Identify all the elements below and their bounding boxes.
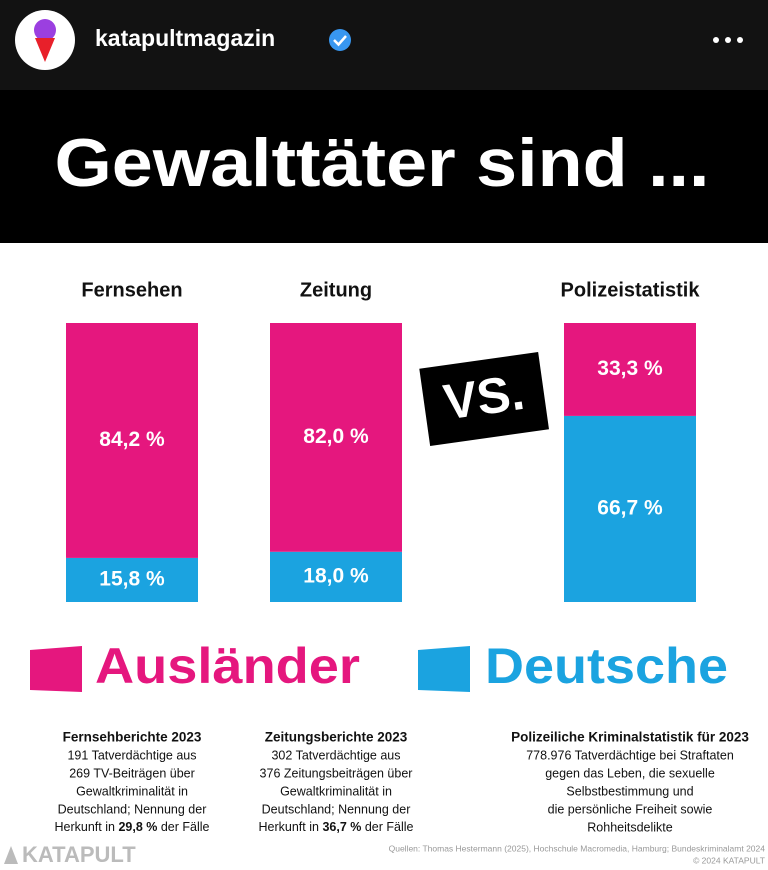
title-banner (0, 90, 768, 243)
bar-segment (564, 323, 696, 416)
vs-badge: VS. (419, 352, 549, 446)
note-line: 269 TV-Beiträgen über (69, 766, 195, 780)
value-label: 66,7 % (597, 497, 663, 520)
legend-swatch (418, 646, 470, 692)
bars: Fernsehen 15,8 % 84,2 % Zeitung 18,0 % 82,0 %… (66, 279, 700, 602)
note-line: Gewaltkriminalität in (76, 784, 188, 798)
notes: Fernsehberichte 2023 191 Tatverdächtige a… (55, 730, 750, 835)
note-line: 376 Zeitungsbeiträgen über (260, 766, 413, 780)
copyright: © 2024 KATAPULT (693, 855, 765, 865)
verified-badge (329, 29, 351, 51)
note-line: 191 Tatverdächtige aus (67, 748, 196, 762)
note-line: Deutschland; Nennung der (58, 802, 207, 816)
value-label: 84,2 % (99, 428, 165, 451)
note-text: der Fälle (361, 820, 413, 834)
sources: Quellen: Thomas Hestermann (2025), Hochs… (389, 843, 766, 853)
note-line: 778.976 Tatverdächtige bei Straftaten (526, 748, 734, 762)
username[interactable]: katapultmagazin (95, 25, 275, 51)
note-text: 29,8 % (118, 820, 157, 834)
note-line: Herkunft in 36,7 % der Fälle (259, 820, 414, 834)
brand: KATAPULT (22, 842, 136, 867)
chart-title: Gewalttäter sind ... (55, 125, 710, 201)
value-label: 82,0 % (303, 425, 369, 448)
value-label: 33,3 % (597, 357, 663, 380)
more-dot[interactable] (737, 37, 743, 43)
note-text: der Fälle (157, 820, 209, 834)
note-line: Selbstbestimmung und (566, 784, 693, 798)
legend-label: Ausländer (95, 638, 360, 694)
avatar-icon (34, 19, 56, 41)
annotation: VS. (440, 364, 528, 431)
brand-icon (4, 846, 18, 864)
note-title: Zeitungsberichte 2023 (265, 730, 408, 745)
note-line: Rohheitsdelikte (587, 820, 673, 834)
note-title: Fernsehberichte 2023 (63, 730, 202, 745)
legend-label: Deutsche (485, 638, 728, 694)
note-line: Deutschland; Nennung der (262, 802, 411, 816)
note-line: 302 Tatverdächtige aus (271, 748, 400, 762)
note-text: Herkunft in (55, 820, 119, 834)
vs-box (419, 352, 549, 446)
note-line: Gewaltkriminalität in (280, 784, 392, 798)
bar-segment (270, 551, 402, 602)
bar-segment (66, 323, 198, 558)
note-title: Polizeiliche Kriminalstatistik für 2023 (511, 730, 749, 745)
avatar-icon (35, 38, 55, 62)
note-line: gegen das Leben, die sexuelle (545, 766, 715, 780)
more-dot[interactable] (713, 37, 719, 43)
value-label: 15,8 % (99, 568, 165, 591)
bar-segment (270, 323, 402, 552)
header-bar (0, 0, 768, 90)
note-line: Herkunft in 29,8 % der Fälle (55, 820, 210, 834)
note-text: Herkunft in (259, 820, 323, 834)
note-line: die persönliche Freiheit sowie (548, 802, 713, 816)
note-text: 36,7 % (322, 820, 361, 834)
bar-segment (66, 557, 198, 602)
category-label: Zeitung (300, 279, 372, 301)
bar-segment (564, 415, 696, 602)
category-label: Polizeistatistik (561, 279, 701, 301)
more-dot[interactable] (725, 37, 731, 43)
category-label: Fernsehen (81, 279, 182, 301)
value-label: 18,0 % (303, 564, 369, 587)
legend-swatch (30, 646, 82, 692)
verified-check (333, 35, 347, 47)
